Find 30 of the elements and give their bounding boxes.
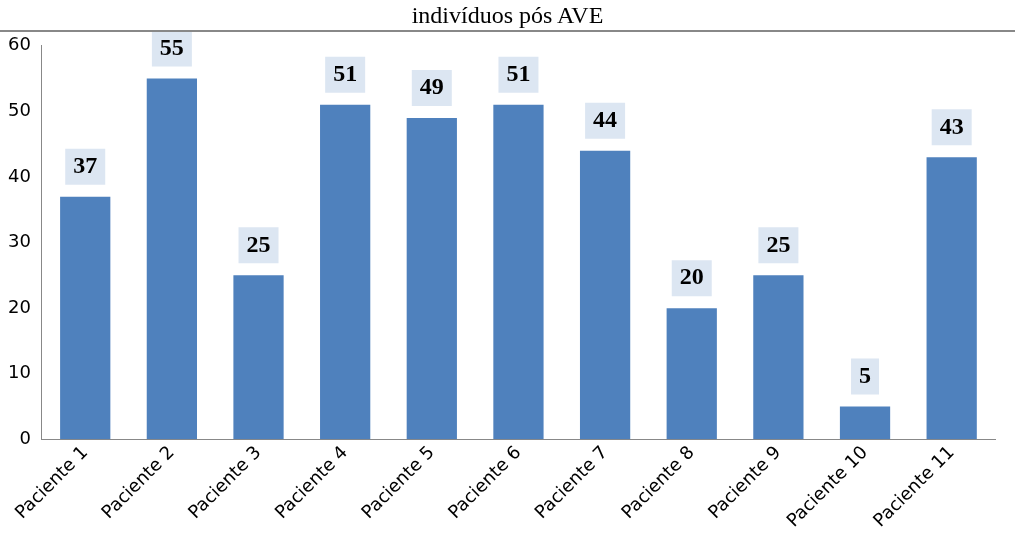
bar [839,406,891,440]
data-label: 25 [766,230,791,257]
bar [579,150,631,440]
bar [406,117,457,440]
chart-title: indivíduos pós AVE [0,0,1015,32]
y-tick-label: 40 [8,164,31,186]
bar [666,308,717,440]
y-tick-label: 50 [8,99,31,121]
data-label: 51 [506,60,531,87]
y-tick-label: 10 [8,361,31,383]
data-label: 25 [246,230,271,257]
data-label: 44 [593,105,618,132]
bar [146,78,197,440]
bar [926,157,977,440]
data-label: 51 [333,60,358,87]
y-tick-label: 20 [8,295,31,317]
data-label: 43 [939,112,964,139]
bar [753,275,804,440]
data-label: 5 [859,361,872,388]
y-tick-label: 30 [8,230,31,252]
data-label: 37 [73,151,98,178]
bar [60,196,111,440]
data-label: 49 [419,73,444,100]
y-tick-label: 0 [19,427,31,448]
bar [320,104,371,440]
data-label: 55 [159,33,184,60]
data-label: 20 [679,263,704,290]
bar [493,104,544,440]
y-tick-label: 60 [8,33,31,55]
bar [233,275,284,440]
